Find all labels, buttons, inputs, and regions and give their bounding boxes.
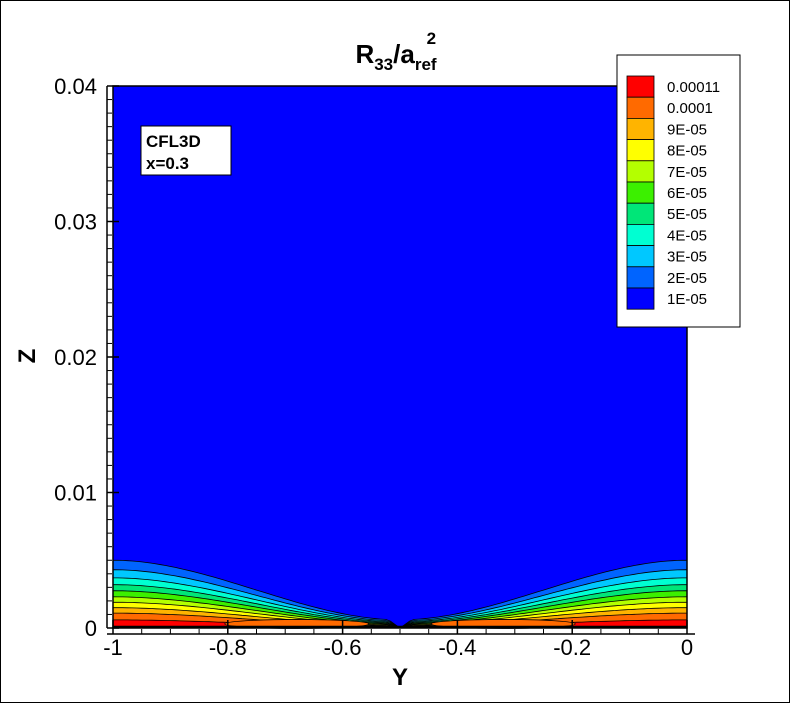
x-axis-label: Y: [392, 664, 408, 691]
x-tick-label: -0.4: [438, 635, 476, 660]
legend-label: 0.00011: [667, 79, 720, 96]
x-tick-label: -0.2: [553, 635, 591, 660]
y-tick-label: 0.01: [54, 481, 97, 506]
legend-swatch: [626, 245, 655, 268]
legend-label: 7E-05: [667, 164, 707, 181]
legend: 0.00011 0.0001 9E-05 8E-05 7E-05 6E-05 5E-05 4E…: [616, 54, 741, 328]
y-tick-label: 0.03: [54, 210, 97, 235]
title-main: R: [355, 39, 374, 69]
legend-swatch: [626, 287, 655, 310]
legend-label: 1E-05: [667, 291, 707, 308]
title-sup: 2: [427, 29, 436, 48]
legend-label: 9E-05: [667, 121, 707, 138]
y-tick-label: 0.02: [54, 345, 97, 370]
legend-swatch: [626, 266, 655, 289]
x-tick-label: -0.8: [209, 635, 247, 660]
legend-label: 6E-05: [667, 185, 707, 202]
field-background: [113, 86, 687, 628]
x-tick-label: -0.6: [324, 635, 362, 660]
legend-swatch: [626, 202, 655, 225]
legend-label: 8E-05: [667, 143, 707, 160]
legend-swatch: [626, 118, 655, 141]
y-tick-label: 0: [85, 616, 97, 641]
legend-swatch: [626, 139, 655, 162]
contour-field: [112, 86, 688, 629]
legend-swatch: [626, 75, 655, 98]
y-tick-label: 0.04: [54, 74, 97, 99]
annotation-line-1: CFL3D: [146, 132, 201, 151]
axes: -1 -0.8 -0.6 -0.4 -0.2 0 0 0.01 0.02 0.03 0.04: [54, 74, 695, 660]
title-mid: /a: [393, 39, 415, 69]
legend-label: 4E-05: [667, 227, 707, 244]
legend-swatch: [626, 223, 655, 246]
legend-swatch: [626, 181, 655, 204]
legend-label: 5E-05: [667, 206, 707, 223]
legend-swatch: [626, 160, 655, 183]
legend-label: 3E-05: [667, 249, 707, 266]
x-tick-label: -1: [103, 635, 123, 660]
title-sub: 33: [374, 55, 393, 74]
legend-label: 2E-05: [667, 270, 707, 287]
x-tick-label: 0: [681, 635, 693, 660]
chart-title: R33/aref 2: [355, 29, 436, 74]
title-sub2: ref: [415, 55, 437, 74]
annotation-box: CFL3D x=0.3: [140, 125, 232, 176]
annotation-line-2: x=0.3: [146, 154, 189, 173]
legend-label: 0.0001: [667, 100, 713, 117]
legend-swatch: [626, 96, 655, 119]
y-axis-label: Z: [14, 349, 41, 364]
